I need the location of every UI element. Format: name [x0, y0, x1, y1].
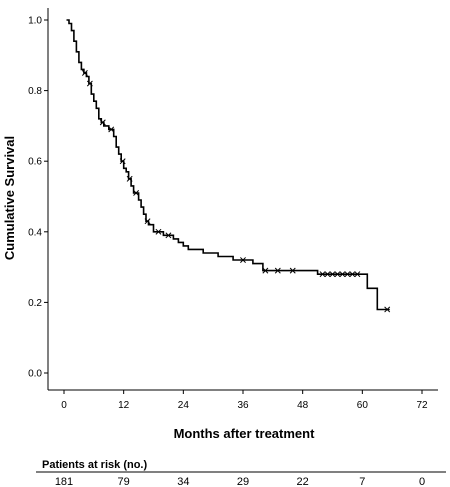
censor-mark	[119, 158, 126, 165]
risk-value: 79	[118, 476, 130, 487]
x-tick-label: 0	[61, 400, 67, 411]
censor-mark	[274, 267, 281, 274]
plot-frame	[47, 8, 438, 391]
x-tick-label: 72	[416, 400, 428, 411]
censor-mark	[133, 190, 140, 196]
censor-mark	[339, 271, 346, 278]
survival-curve	[66, 19, 390, 311]
risk-value: 181	[55, 476, 73, 487]
x-tick-label: 48	[297, 400, 309, 411]
y-tick-label: 1.0	[28, 16, 42, 27]
censor-mark	[262, 267, 269, 274]
censor-mark	[165, 232, 172, 239]
x-ticks: 0 12 24 36 48 60 72	[61, 390, 428, 411]
censor-mark	[99, 119, 106, 126]
y-tick-label: 0.4	[28, 227, 42, 238]
censor-mark	[155, 228, 162, 235]
risk-table-title: Patients at risk (no.)	[42, 459, 147, 471]
y-tick-label: 0.6	[28, 157, 42, 168]
risk-value: 22	[297, 476, 309, 487]
y-tick-label: 0.2	[28, 298, 42, 309]
censor-mark	[144, 218, 151, 225]
x-tick-label: 60	[357, 400, 369, 411]
x-tick-label: 36	[237, 400, 249, 411]
censor-mark	[289, 267, 296, 274]
censor-mark	[126, 175, 133, 182]
risk-value: 7	[359, 476, 365, 487]
censor-mark	[384, 306, 391, 313]
censor-mark	[108, 126, 115, 133]
y-axis-title: Cumulative Survival	[2, 136, 17, 260]
censor-mark	[329, 271, 336, 278]
censor-mark	[344, 271, 351, 278]
censor-mark	[354, 271, 361, 278]
censor-mark	[240, 257, 246, 263]
censor-marks	[81, 69, 391, 313]
censor-mark	[349, 271, 356, 278]
censor-mark	[81, 69, 88, 76]
x-tick-label: 24	[178, 400, 190, 411]
censor-mark	[334, 271, 341, 278]
risk-value: 34	[177, 476, 189, 487]
x-tick-label: 12	[118, 400, 130, 411]
y-tick-label: 0.0	[28, 369, 42, 380]
y-ticks: 0.0 0.2 0.4 0.6 0.8 1.0	[28, 16, 48, 380]
censor-mark	[86, 80, 93, 87]
censor-mark	[319, 271, 326, 278]
censor-mark	[324, 271, 331, 278]
x-axis-title: Months after treatment	[174, 426, 316, 441]
risk-value: 0	[419, 476, 425, 487]
y-tick-label: 0.8	[28, 86, 42, 97]
risk-values: 181 79 34 29 22 7 0	[55, 476, 425, 487]
risk-value: 29	[237, 476, 249, 487]
